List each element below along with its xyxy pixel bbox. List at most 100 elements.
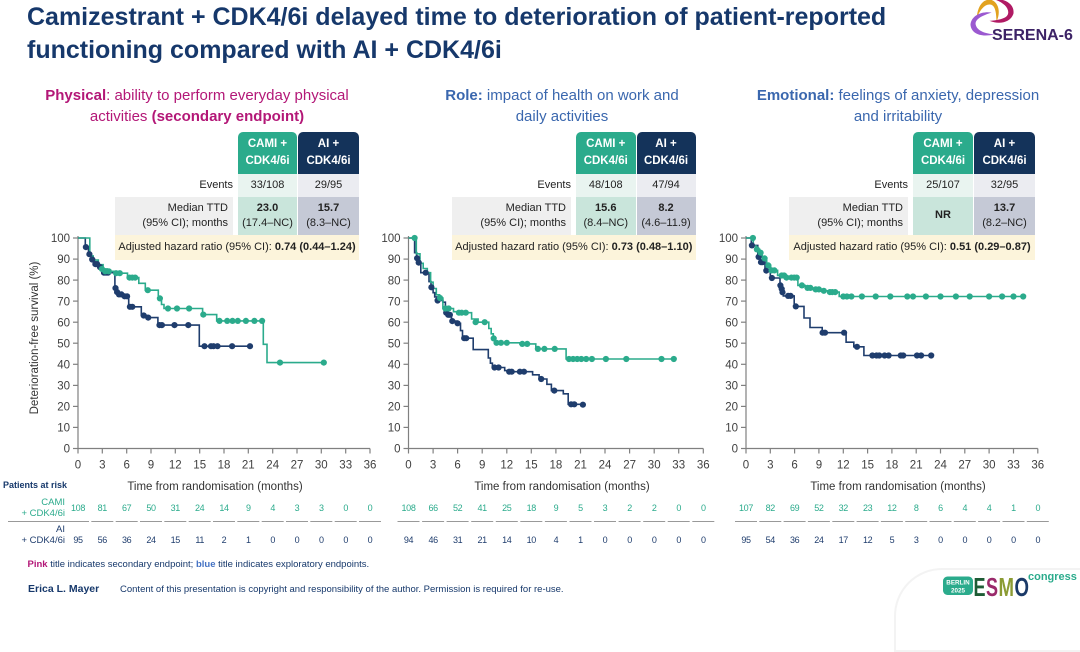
svg-text:0: 0	[270, 535, 275, 545]
svg-text:14: 14	[219, 503, 229, 513]
svg-text:3: 3	[603, 503, 608, 513]
svg-text:0: 0	[394, 444, 400, 456]
svg-text:95: 95	[73, 535, 83, 545]
svg-text:10: 10	[57, 423, 70, 435]
svg-text:6: 6	[938, 503, 943, 513]
svg-text:107: 107	[739, 503, 753, 513]
svg-text:94: 94	[404, 535, 414, 545]
svg-text:congress: congress	[1028, 571, 1077, 583]
svg-text:0: 0	[603, 535, 608, 545]
svg-text:21: 21	[910, 460, 923, 472]
svg-text:0: 0	[75, 460, 81, 472]
svg-text:30: 30	[315, 460, 328, 472]
svg-text:14: 14	[502, 535, 512, 545]
svg-text:6: 6	[454, 460, 460, 472]
svg-text:40: 40	[57, 360, 70, 372]
svg-text:0: 0	[652, 535, 657, 545]
svg-text:100: 100	[719, 233, 738, 245]
svg-text:15: 15	[861, 460, 874, 472]
svg-text:2: 2	[222, 535, 227, 545]
svg-text:80: 80	[388, 275, 401, 287]
svg-text:66: 66	[428, 503, 438, 513]
svg-text:67: 67	[122, 503, 132, 513]
svg-text:40: 40	[725, 360, 738, 372]
svg-text:60: 60	[725, 317, 738, 329]
svg-text:4: 4	[962, 503, 967, 513]
svg-text:BERLIN: BERLIN	[946, 580, 970, 587]
svg-text:12: 12	[169, 460, 182, 472]
svg-text:0: 0	[701, 503, 706, 513]
svg-text:33: 33	[672, 460, 685, 472]
svg-text:60: 60	[388, 317, 401, 329]
svg-text:10: 10	[388, 423, 401, 435]
svg-text:33: 33	[1007, 460, 1020, 472]
svg-text:0: 0	[1035, 535, 1040, 545]
svg-text:12: 12	[887, 503, 897, 513]
svg-text:50: 50	[388, 338, 401, 350]
svg-text:3: 3	[767, 460, 773, 472]
svg-text:18: 18	[886, 460, 899, 472]
svg-text:0: 0	[701, 535, 706, 545]
svg-text:Time from randomisation (month: Time from randomisation (months)	[127, 481, 302, 493]
svg-text:70: 70	[388, 296, 401, 308]
svg-text:80: 80	[725, 275, 738, 287]
svg-text:3: 3	[914, 535, 919, 545]
svg-text:15: 15	[193, 460, 206, 472]
svg-text:90: 90	[57, 254, 70, 266]
svg-text:3: 3	[430, 460, 436, 472]
svg-text:Time from randomisation (month: Time from randomisation (months)	[474, 481, 649, 493]
svg-text:50: 50	[725, 338, 738, 350]
svg-text:10: 10	[527, 535, 537, 545]
svg-text:33: 33	[339, 460, 352, 472]
svg-text:E: E	[974, 572, 986, 602]
svg-text:20: 20	[388, 402, 401, 414]
svg-text:O: O	[1015, 572, 1030, 602]
svg-text:3: 3	[319, 503, 324, 513]
svg-text:31: 31	[453, 535, 463, 545]
svg-text:23: 23	[863, 503, 873, 513]
svg-text:6: 6	[123, 460, 129, 472]
svg-text:0: 0	[319, 535, 324, 545]
svg-text:2: 2	[627, 503, 632, 513]
svg-text:24: 24	[814, 535, 824, 545]
svg-text:Deterioration-free survival (%: Deterioration-free survival (%)	[29, 261, 41, 414]
svg-text:24: 24	[266, 460, 279, 472]
svg-text:9: 9	[554, 503, 559, 513]
svg-text:0: 0	[987, 535, 992, 545]
svg-text:0: 0	[295, 535, 300, 545]
svg-text:56: 56	[98, 535, 108, 545]
svg-text:3: 3	[99, 460, 105, 472]
svg-text:24: 24	[934, 460, 947, 472]
svg-text:0: 0	[732, 444, 738, 456]
svg-text:12: 12	[837, 460, 850, 472]
svg-text:20: 20	[725, 402, 738, 414]
svg-text:21: 21	[478, 535, 488, 545]
svg-text:0: 0	[962, 535, 967, 545]
svg-text:SERENA-6: SERENA-6	[992, 27, 1073, 44]
svg-text:20: 20	[57, 402, 70, 414]
svg-text:21: 21	[574, 460, 587, 472]
svg-text:0: 0	[938, 535, 943, 545]
svg-text:69: 69	[790, 503, 800, 513]
svg-text:0: 0	[676, 503, 681, 513]
svg-text:108: 108	[71, 503, 85, 513]
svg-text:100: 100	[381, 233, 400, 245]
svg-text:0: 0	[676, 535, 681, 545]
svg-text:50: 50	[146, 503, 156, 513]
svg-text:36: 36	[1031, 460, 1044, 472]
svg-text:70: 70	[57, 296, 70, 308]
svg-text:25: 25	[502, 503, 512, 513]
svg-text:41: 41	[478, 503, 488, 513]
svg-text:36: 36	[364, 460, 377, 472]
svg-text:60: 60	[57, 317, 70, 329]
svg-text:12: 12	[500, 460, 513, 472]
svg-text:82: 82	[766, 503, 776, 513]
svg-text:18: 18	[218, 460, 231, 472]
svg-text:54: 54	[766, 535, 776, 545]
svg-text:6: 6	[791, 460, 797, 472]
svg-text:80: 80	[57, 275, 70, 287]
svg-text:52: 52	[453, 503, 463, 513]
svg-text:0: 0	[1011, 535, 1016, 545]
svg-text:27: 27	[623, 460, 636, 472]
svg-text:15: 15	[171, 535, 181, 545]
